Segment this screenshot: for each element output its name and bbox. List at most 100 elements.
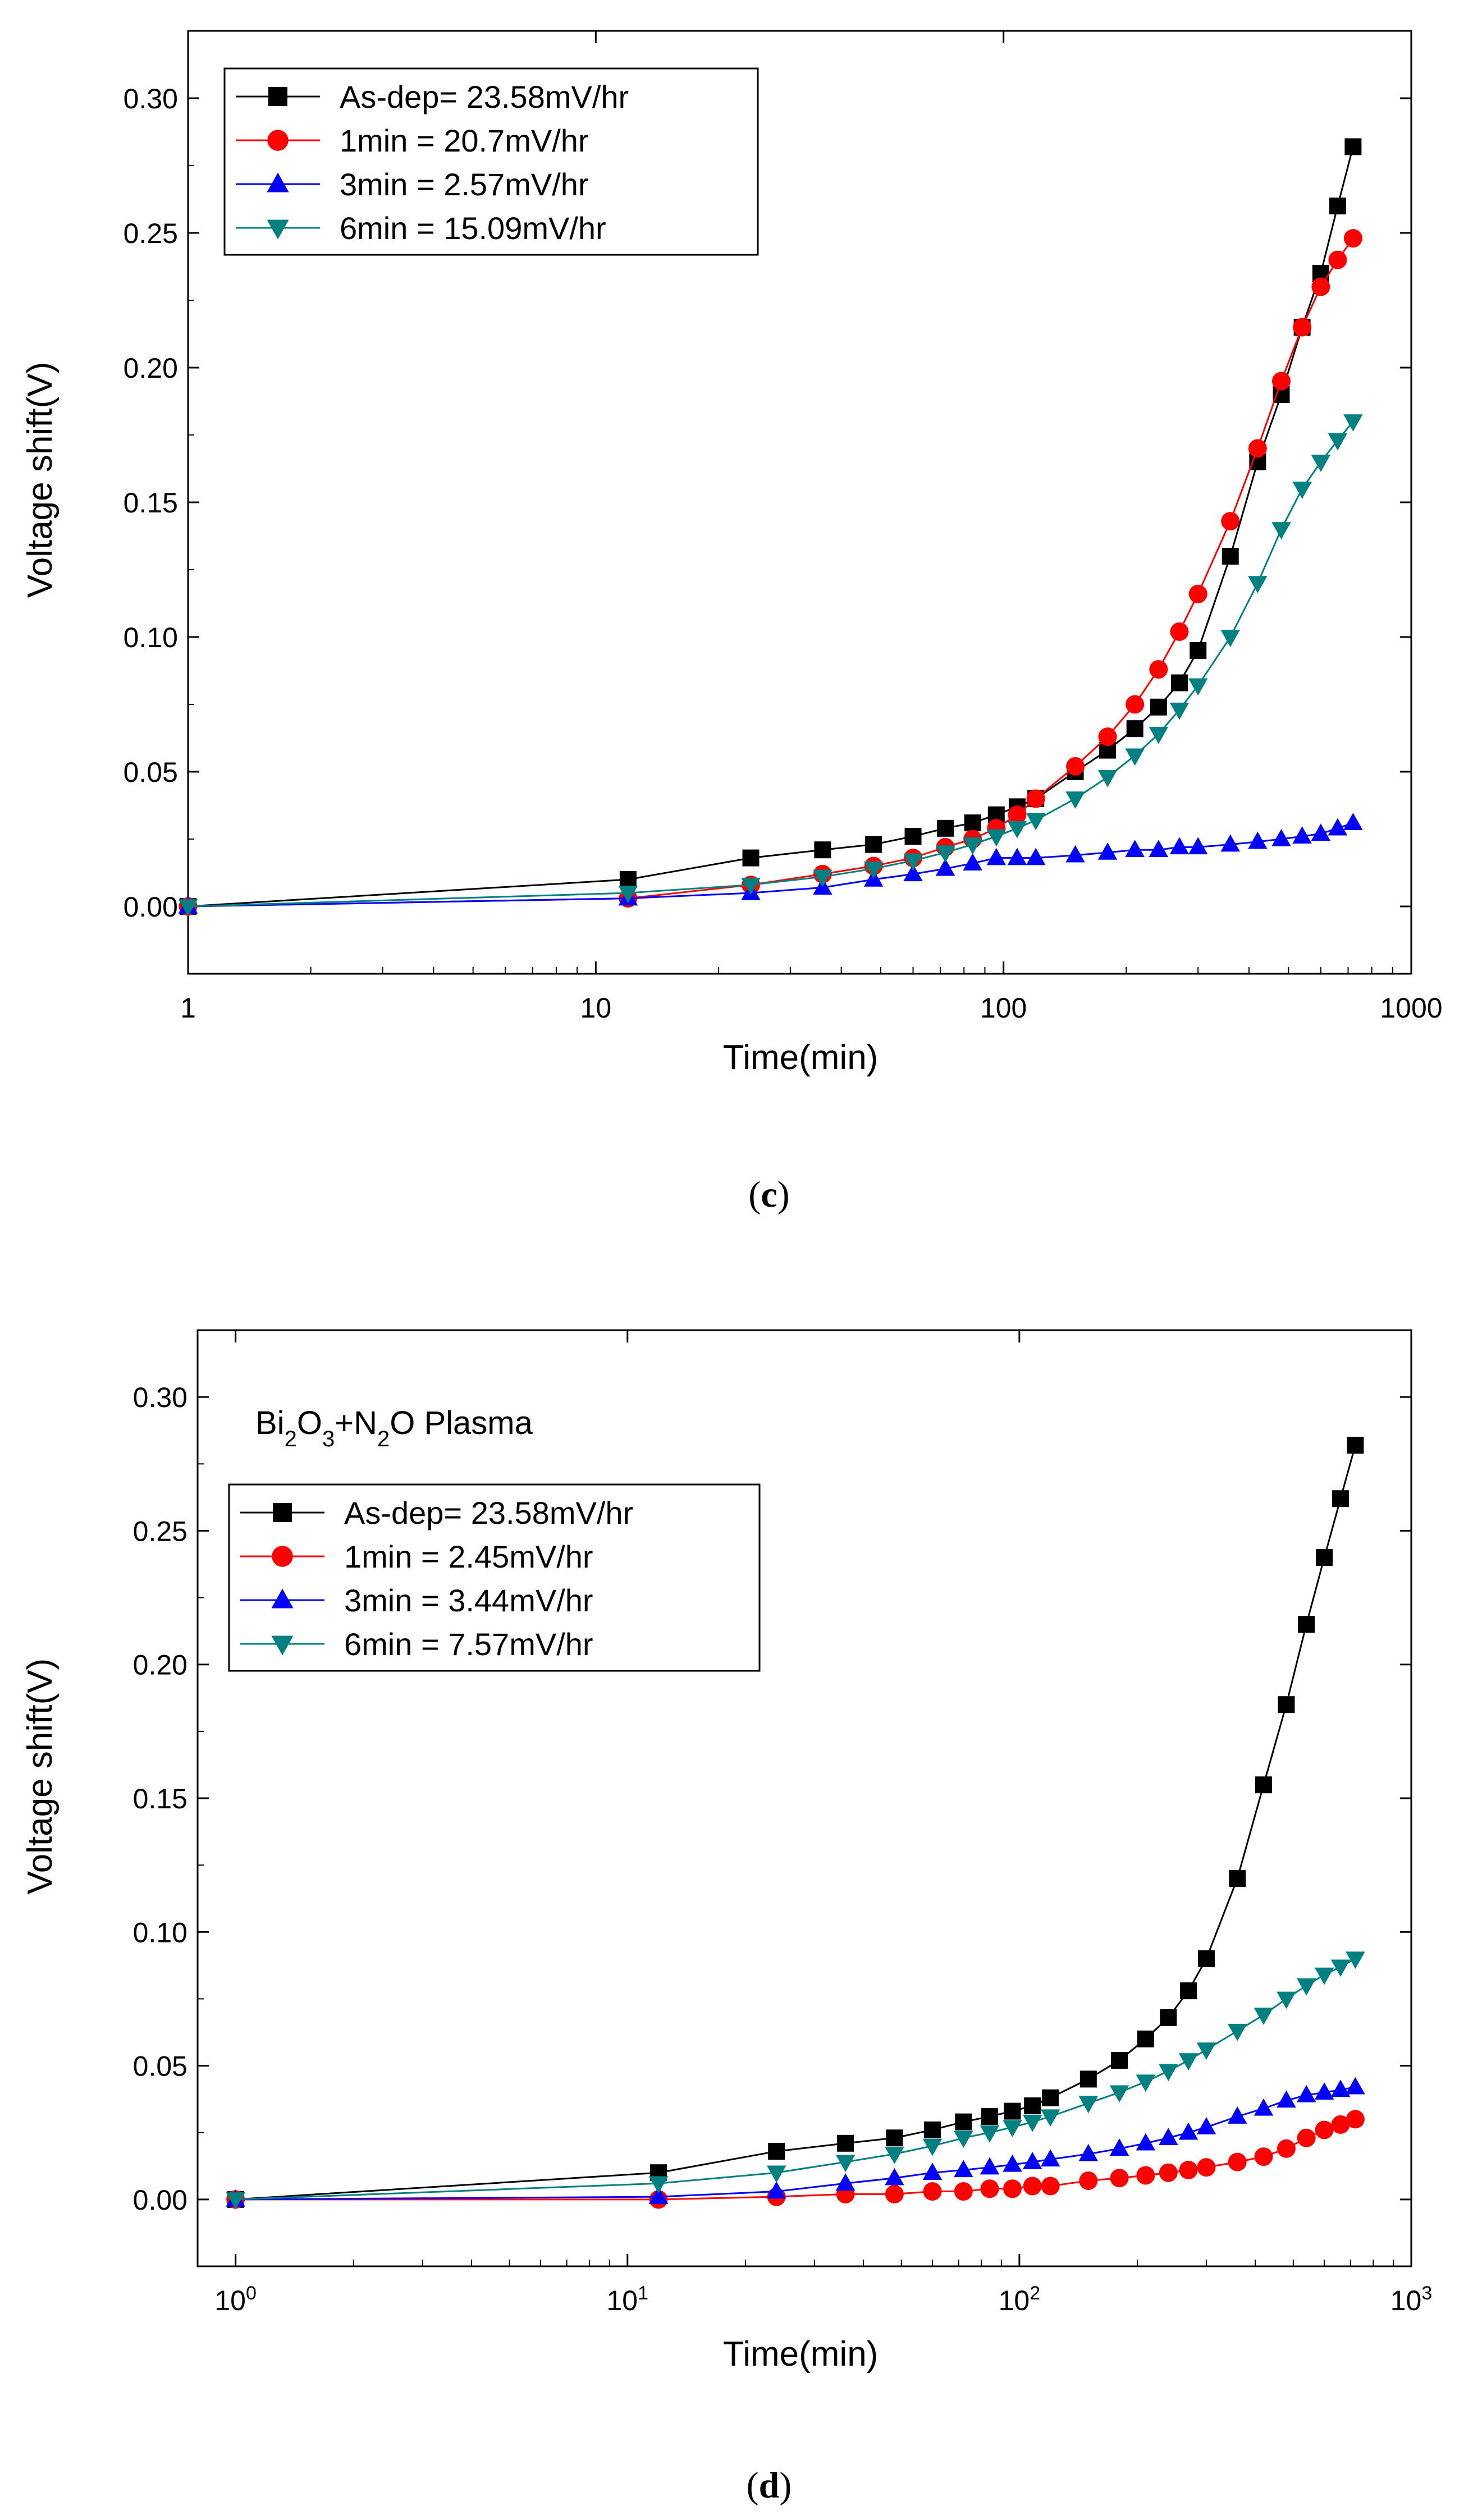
data-point bbox=[1160, 2009, 1177, 2026]
data-point bbox=[1159, 2128, 1178, 2145]
x-tick-label: 10 bbox=[580, 992, 612, 1024]
x-tick-label: 100 bbox=[214, 2283, 257, 2316]
data-point bbox=[1254, 2098, 1274, 2116]
data-point bbox=[1109, 2138, 1129, 2156]
data-point bbox=[1330, 1959, 1351, 1977]
legend-marker bbox=[273, 1503, 292, 1522]
legend-box bbox=[223, 67, 759, 256]
caption-d: (d) bbox=[747, 2465, 792, 2506]
data-point bbox=[1221, 512, 1240, 531]
data-point bbox=[1277, 2090, 1296, 2108]
data-point bbox=[1332, 1490, 1350, 1508]
legend-label: 1min = 2.45mV/hr bbox=[344, 1539, 593, 1574]
data-point bbox=[1041, 2177, 1060, 2196]
data-point bbox=[1008, 805, 1027, 824]
data-point bbox=[1311, 455, 1331, 472]
data-point bbox=[1149, 727, 1169, 744]
data-point bbox=[1066, 757, 1085, 776]
data-point bbox=[1314, 2082, 1334, 2100]
y-tick-label: 0.15 bbox=[123, 487, 178, 519]
data-point bbox=[885, 2168, 904, 2185]
data-point bbox=[954, 2182, 973, 2201]
data-point bbox=[1196, 2117, 1216, 2134]
data-point bbox=[1023, 2177, 1042, 2196]
data-point bbox=[986, 829, 1007, 847]
data-point bbox=[1024, 2097, 1041, 2115]
data-point bbox=[1248, 831, 1268, 849]
data-point bbox=[1188, 837, 1208, 855]
data-point bbox=[1331, 2115, 1350, 2134]
x-axis-label: Time(min) bbox=[723, 1038, 879, 1077]
data-point bbox=[1007, 847, 1027, 865]
data-point bbox=[1079, 2171, 1098, 2190]
data-point bbox=[1190, 642, 1207, 659]
data-point bbox=[1126, 695, 1145, 714]
data-point bbox=[766, 2165, 786, 2183]
data-point bbox=[1248, 439, 1267, 458]
data-point bbox=[1296, 2084, 1316, 2102]
data-point bbox=[1292, 826, 1312, 844]
data-point bbox=[1278, 1696, 1295, 1713]
x-tick-label: 101 bbox=[606, 2283, 648, 2316]
legend-label: 3min = 3.44mV/hr bbox=[344, 1583, 593, 1618]
data-point bbox=[1271, 372, 1291, 391]
legend-marker bbox=[271, 1588, 294, 1609]
data-point bbox=[1003, 2179, 1022, 2198]
data-point bbox=[1311, 277, 1330, 296]
y-tick-label: 0.15 bbox=[133, 1783, 187, 1815]
caption-c: (c) bbox=[748, 1174, 789, 1215]
data-point bbox=[1040, 2149, 1060, 2167]
data-point bbox=[1098, 727, 1117, 746]
data-point bbox=[1254, 2147, 1273, 2166]
data-point bbox=[1136, 2133, 1156, 2151]
data-point bbox=[1004, 2102, 1021, 2120]
data-point bbox=[1003, 2120, 1022, 2138]
data-point bbox=[1255, 1776, 1272, 1794]
legend-marker bbox=[268, 87, 287, 106]
data-point bbox=[835, 2155, 856, 2173]
data-point bbox=[1311, 823, 1331, 841]
data-point bbox=[1346, 2077, 1365, 2095]
data-point bbox=[648, 2187, 669, 2204]
data-point bbox=[1170, 674, 1188, 691]
data-point bbox=[1228, 2152, 1247, 2171]
data-point bbox=[1109, 2085, 1129, 2103]
legend-box bbox=[228, 1483, 761, 1672]
data-point bbox=[1277, 1991, 1296, 2009]
data-point bbox=[1316, 1549, 1333, 1566]
data-point bbox=[226, 2192, 245, 2210]
data-point bbox=[954, 2160, 973, 2178]
data-point bbox=[1222, 548, 1239, 565]
data-point bbox=[741, 877, 761, 895]
data-point bbox=[1137, 2030, 1154, 2047]
data-point bbox=[1159, 2163, 1178, 2182]
data-point bbox=[1277, 2139, 1296, 2158]
data-point bbox=[1111, 2052, 1128, 2069]
data-point bbox=[1026, 813, 1046, 831]
data-point bbox=[954, 2130, 973, 2148]
x-tick-label: 100 bbox=[980, 992, 1027, 1024]
data-point bbox=[1188, 584, 1207, 603]
data-point bbox=[903, 864, 923, 882]
data-point bbox=[1227, 2106, 1247, 2124]
data-point bbox=[863, 862, 884, 879]
y-tick-label: 0.10 bbox=[133, 1917, 187, 1948]
y-axis-label: Voltage shift(V) bbox=[21, 362, 60, 598]
data-point bbox=[618, 886, 638, 903]
data-point bbox=[1271, 829, 1291, 846]
data-point bbox=[1136, 2166, 1155, 2185]
data-point bbox=[937, 819, 954, 837]
legend-label: 1min = 20.7mV/hr bbox=[340, 123, 589, 158]
data-point bbox=[1003, 2154, 1022, 2172]
data-point bbox=[1197, 1950, 1215, 1967]
data-point bbox=[1125, 840, 1145, 857]
legend-label: 6min = 7.57mV/hr bbox=[344, 1626, 593, 1662]
legend-label: As-dep= 23.58mV/hr bbox=[344, 1495, 633, 1531]
data-point bbox=[1150, 698, 1167, 716]
data-point bbox=[1328, 250, 1347, 269]
data-point bbox=[1197, 2158, 1216, 2177]
y-axis-label: Voltage shift(V) bbox=[21, 1658, 60, 1894]
y-tick-label: 0.05 bbox=[133, 2051, 187, 2082]
y-tick-label: 0.30 bbox=[133, 1382, 187, 1413]
data-point bbox=[924, 2121, 941, 2138]
